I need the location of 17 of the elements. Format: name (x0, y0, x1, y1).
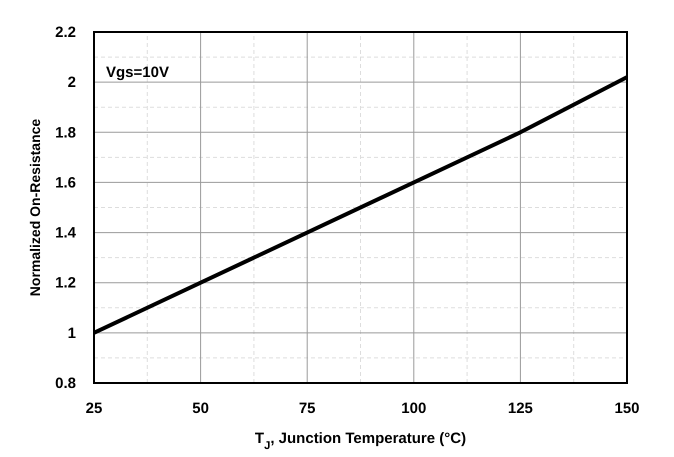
x-tick-label: 25 (86, 400, 102, 417)
y-tick-label: 1.8 (55, 124, 76, 142)
y-axis-title: Normalized On-Resistance (27, 118, 43, 296)
y-tick-label: 2.2 (55, 24, 76, 41)
y-tick-label: 2 (68, 74, 76, 92)
x-axis-title: T$_{J}$, Junction Temperature (°C) (254, 430, 466, 452)
y-tick-label: 1 (68, 324, 76, 342)
y-tick-label: 1.2 (55, 274, 76, 292)
y-tick-label: 1.6 (55, 174, 76, 192)
x-tick-label: 75 (298, 400, 316, 417)
x-tick-label: 100 (401, 400, 426, 417)
y-tick-label: 1.4 (55, 224, 77, 242)
y-tick-label: 0.8 (55, 375, 76, 392)
annotation: Vgs=10V (106, 64, 169, 81)
x-tick-label: 150 (614, 400, 640, 417)
x-tick-label: 125 (508, 400, 533, 417)
x-tick-label: 50 (192, 400, 209, 417)
